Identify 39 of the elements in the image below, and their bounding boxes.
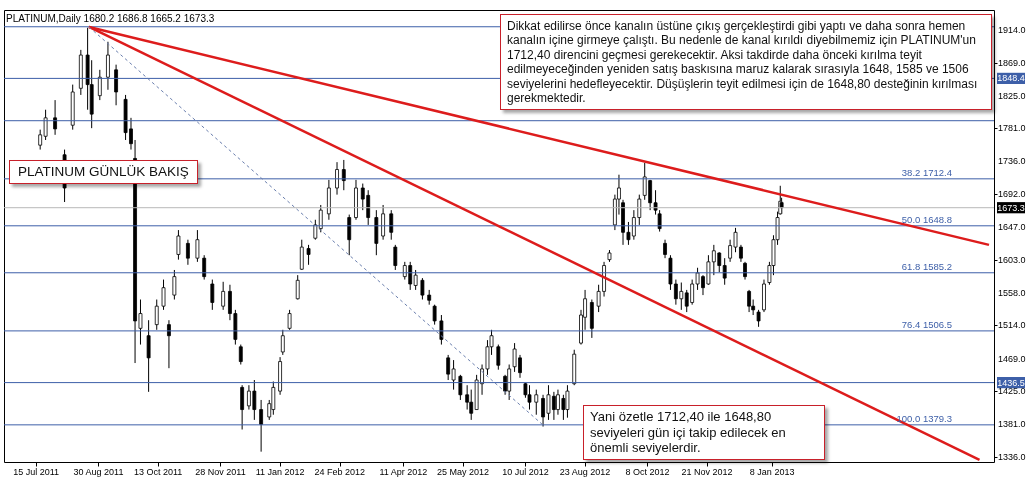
- x-tick-label: 24 Feb 2012: [314, 467, 366, 477]
- x-tick-label: 11 Jan 2012: [255, 467, 305, 477]
- ref-line-label: 38.2 1712.4: [901, 166, 952, 178]
- x-tick-label: 21 Nov 2012: [681, 467, 733, 477]
- x-tick-label: 8 Jan 2013: [749, 467, 795, 477]
- y-tick-label: 1514.0: [998, 320, 1026, 331]
- x-tick-label: 13 Oct 2011: [133, 467, 183, 477]
- ref-line-label: 50.0 1648.8: [901, 213, 952, 225]
- x-tick-label: 28 Nov 2011: [195, 467, 246, 477]
- y-tick-label: 1914.0: [998, 24, 1026, 35]
- x-tick-label: 25 May 2012: [437, 467, 490, 477]
- y-tick-label: 1603.0: [998, 254, 1026, 265]
- x-tick-label: 23 Aug 2012: [559, 467, 611, 477]
- note-box: Dikkat edilirse önce kanalın üstüne çıkış gerçekleştirdi gibi yaptı ve daha sonra hemen kanalın içine girmeye çalıştı. Bu nedenle de kanal kırıldı diyebilmemiz için PLATINUM'un 1712,40 direncini geçmesi gerekecektir. Aksi takdirde daha önceki kırılma teyit edilmeyeceğinden yeniden satış baskısına maruz kalarak sırasıyla 1648, 1585 ve 1506 seviyelerini hedefleyecektir. Düşüşlerin teyit edilmesi için de 1648,80 desteğinin kırılması gerekmektedir.: [500, 14, 992, 111]
- y-tick-label: 1869.0: [998, 58, 1026, 69]
- y-tick-label: 1558.0: [998, 287, 1026, 298]
- note-box: Yani özetle 1712,40 ile 1648,80 seviyeleri gün içi takip edilecek en önemli seviyelerdir.: [583, 405, 825, 460]
- y-tick-label: 1425.0: [998, 386, 1026, 397]
- y-tick-label: 1781.0: [998, 123, 1026, 134]
- y-tick-label: 1647.0: [998, 222, 1026, 233]
- ref-line-label: 1673.3: [997, 202, 1025, 213]
- note-box: PLATINUM GÜNLÜK BAKIŞ: [9, 160, 198, 185]
- x-tick-label: 10 Jul 2012: [502, 467, 549, 477]
- x-tick-label: 8 Oct 2012: [625, 467, 670, 477]
- x-tick-label: 11 Apr 2012: [379, 467, 428, 477]
- ref-line-label: 61.8 1585.2: [901, 260, 952, 272]
- y-tick-label: 1336.0: [998, 451, 1026, 462]
- y-tick-label: 1692.0: [998, 188, 1026, 199]
- y-tick-label: 1825.0: [998, 90, 1026, 101]
- x-tick-label: 15 Jul 2011: [13, 467, 60, 477]
- ref-line-label: 76.4 1506.5: [901, 318, 952, 330]
- y-tick-label: 1469.0: [998, 353, 1026, 364]
- y-tick-label: 1381.0: [998, 418, 1026, 429]
- chart-title: PLATINUM,Daily 1680.2 1686.8 1665.2 1673.3: [6, 13, 215, 24]
- y-tick-label: 1736.0: [998, 156, 1026, 167]
- x-tick-label: 30 Aug 2011: [73, 467, 124, 477]
- ref-line-label: 1848.4: [997, 73, 1025, 84]
- ref-line-label: 100.0 1379.3: [896, 412, 952, 424]
- ref-line-label: 1436.5: [997, 377, 1025, 388]
